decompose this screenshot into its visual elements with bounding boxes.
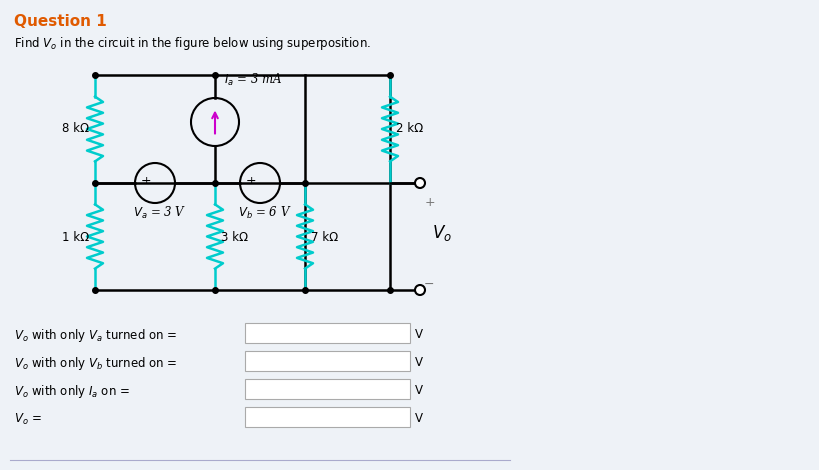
Bar: [245, 407, 410, 427]
Text: V: V: [415, 384, 423, 398]
Text: 2 kΩ: 2 kΩ: [396, 123, 423, 135]
Text: $V_o$ with only $V_b$ turned on =: $V_o$ with only $V_b$ turned on =: [14, 354, 178, 371]
Text: V: V: [415, 329, 423, 342]
Text: +: +: [142, 176, 151, 186]
Text: −: −: [246, 174, 256, 188]
Text: −: −: [424, 278, 435, 291]
Text: Question 1: Question 1: [14, 14, 106, 29]
Text: $V_a$ = 3 V: $V_a$ = 3 V: [133, 205, 187, 221]
Text: +: +: [425, 196, 436, 209]
Text: 1 kΩ: 1 kΩ: [62, 230, 89, 243]
Bar: [245, 351, 410, 371]
Text: Find $V_o$ in the circuit in the figure below using superposition.: Find $V_o$ in the circuit in the figure …: [14, 35, 371, 52]
Text: $V_o$ with only $V_a$ turned on =: $V_o$ with only $V_a$ turned on =: [14, 327, 178, 344]
Text: 7 kΩ: 7 kΩ: [311, 230, 338, 243]
Text: V: V: [415, 357, 423, 369]
Circle shape: [415, 285, 425, 295]
Text: $V_o$: $V_o$: [432, 223, 452, 243]
Text: $I_a$ = 3 mA: $I_a$ = 3 mA: [224, 72, 283, 88]
Bar: [245, 379, 410, 399]
Text: −: −: [141, 174, 152, 188]
Text: $V_b$ = 6 V: $V_b$ = 6 V: [238, 205, 292, 221]
Bar: [245, 323, 410, 343]
Text: +: +: [247, 176, 256, 186]
Circle shape: [415, 178, 425, 188]
Text: 8 kΩ: 8 kΩ: [62, 123, 89, 135]
Text: V: V: [415, 413, 423, 425]
Text: $V_o$ with only $I_a$ on =: $V_o$ with only $I_a$ on =: [14, 383, 130, 400]
Text: 3 kΩ: 3 kΩ: [221, 230, 248, 243]
Text: $V_o$ =: $V_o$ =: [14, 411, 42, 427]
